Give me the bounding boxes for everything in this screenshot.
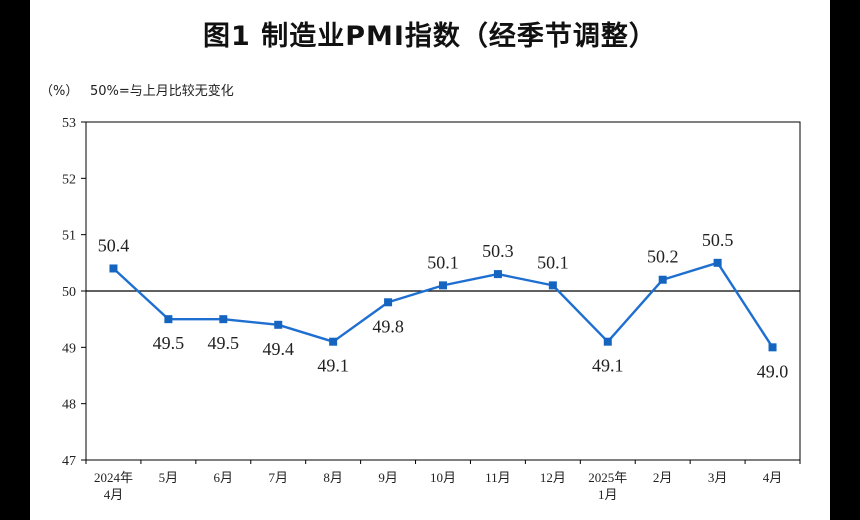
data-point-marker: [768, 343, 777, 352]
data-label: 50.1: [427, 252, 459, 272]
data-label: 50.1: [537, 252, 569, 272]
y-tick-label: 50: [62, 285, 76, 300]
pmi-line-chart: 53 52 51 50 49 48 47 2024年 4月 5月 6月 7月 8月 9月 10月 11月 12月…: [62, 116, 801, 502]
x-tick-label: 8月: [323, 470, 343, 485]
data-point-marker: [164, 315, 173, 324]
x-tick-label: 4月: [763, 470, 783, 485]
y-tick-label: 49: [62, 341, 76, 356]
data-point-marker: [329, 337, 338, 346]
data-point-marker: [548, 281, 557, 290]
data-label: 49.1: [592, 356, 624, 376]
x-tick-label: 9月: [378, 470, 398, 485]
x-tick-label: 3月: [708, 470, 728, 485]
x-tick-label: 7月: [268, 470, 288, 485]
y-tick-label: 47: [62, 454, 76, 469]
x-tick-label: 12月: [540, 470, 566, 485]
y-tick-label: 52: [62, 172, 76, 187]
data-label: 49.0: [757, 361, 789, 381]
data-point-marker: [384, 298, 393, 307]
data-point-marker: [274, 320, 283, 329]
y-tick-label: 48: [62, 398, 76, 413]
data-point-marker: [439, 281, 447, 290]
data-point-marker: [658, 275, 667, 284]
data-point-marker: [109, 264, 118, 273]
data-point-marker: [713, 258, 722, 267]
x-tick-label: 10月: [430, 470, 456, 485]
data-label: 50.3: [482, 241, 514, 261]
data-label: 49.5: [208, 333, 240, 353]
reference-note: 50%=与上月比较无变化: [90, 84, 234, 99]
x-tick-label: 2月: [653, 470, 673, 485]
data-label: 50.4: [98, 235, 130, 255]
y-tick-label: 51: [62, 229, 76, 244]
chart-panel: 图1 制造业PMI指数（经季节调整） （%） 50%=与上月比较无变化 53 52…: [30, 0, 830, 520]
data-point-marker: [493, 270, 502, 279]
y-unit-label: （%）: [40, 84, 79, 99]
x-tick-label: 5月: [159, 470, 179, 485]
x-tick-label: 6月: [214, 470, 234, 485]
data-label: 49.8: [372, 316, 404, 336]
data-point-marker: [603, 337, 612, 346]
chart-title: 图1 制造业PMI指数（经季节调整）: [203, 21, 657, 52]
data-label: 50.2: [647, 247, 679, 267]
y-tick-label: 53: [62, 116, 76, 131]
data-label: 49.1: [317, 356, 349, 376]
data-label: 50.5: [702, 230, 734, 250]
x-tick-label: 2024年 4月: [94, 470, 133, 502]
data-label: 49.4: [262, 339, 294, 359]
x-tick-label: 11月: [485, 470, 511, 485]
data-label: 49.5: [153, 333, 185, 353]
x-tick-label: 2025年 1月: [588, 470, 627, 502]
data-point-marker: [219, 315, 228, 324]
